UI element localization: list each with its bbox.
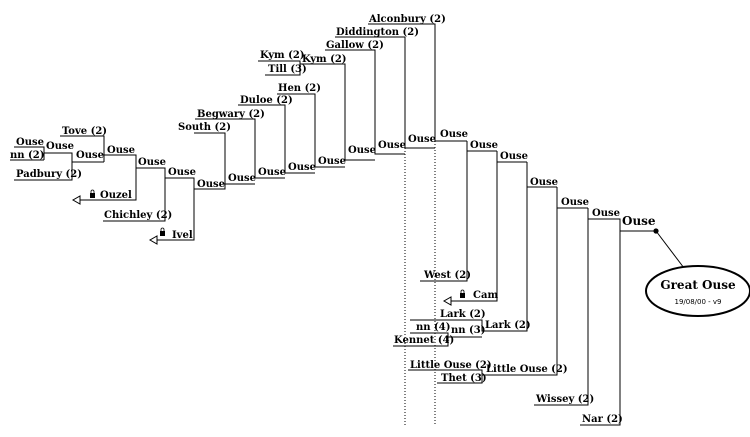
label-ouse-6: Ouse: [197, 179, 225, 190]
junction-dot-icon: [653, 228, 659, 234]
label-ouse-3: Ouse: [107, 145, 135, 156]
line-ouse-leaf: [14, 146, 45, 160]
line-ouse-1: [44, 152, 73, 165]
ivel-lock-icon: [160, 227, 165, 236]
line-cam: [470, 162, 498, 302]
label-south: South (2): [178, 122, 231, 133]
dotted-lines: [404, 141, 436, 425]
label-duloe: Duloe (2): [240, 95, 293, 106]
label-little-ouse-b: Little Ouse (2): [486, 364, 568, 375]
line-nar: [580, 231, 621, 426]
label-ouse-19: Ouse: [592, 208, 620, 219]
line-duloe: [238, 104, 315, 174]
line-padbury: [14, 161, 104, 181]
line-ouse-5: [194, 184, 226, 190]
label-thet: Thet (3): [441, 373, 487, 384]
label-padbury: Padbury (2): [16, 169, 82, 180]
line-nn4: [410, 332, 482, 338]
label-ouse-leaf: Ouse: [16, 137, 44, 148]
label-begwary: Begwary (2): [197, 109, 265, 120]
label-diddington: Diddington (2): [336, 27, 419, 38]
label-ouse-2: Ouse: [76, 150, 104, 161]
legend-title: Great Ouse: [660, 278, 736, 292]
label-tove: Tove (2): [62, 126, 107, 137]
label-nar: Nar (2): [582, 414, 623, 425]
ivel-arrow-icon: [148, 235, 158, 245]
label-ouse-17: Ouse: [530, 177, 558, 188]
line-ouse-2: [104, 154, 137, 168]
line-west: [420, 151, 468, 282]
label-alconbury: Alconbury (2): [368, 14, 446, 25]
label-kym-b: Kym (2): [302, 54, 347, 65]
lock-icons: [90, 189, 465, 298]
line-thet: [437, 375, 483, 384]
line-begwary: [195, 118, 285, 179]
ouzel-lock-icon: [90, 189, 95, 198]
line-wissey: [534, 219, 589, 406]
label-ouse-7: Ouse: [228, 173, 256, 184]
line-ivel: [157, 189, 195, 241]
line-alconbury: [368, 23, 467, 142]
label-ouse-16: Ouse: [500, 151, 528, 162]
label-nn2: nn (2): [10, 150, 44, 161]
label-ouse-4: Ouse: [138, 157, 166, 168]
label-ouse-1: Ouse: [46, 141, 74, 152]
line-till-kym: [265, 63, 375, 161]
label-till: Till (3): [268, 64, 307, 75]
arrows: [71, 168, 470, 306]
labels: Ouse nn (2) Ouse Tove (2) Ouse Padbury (…: [10, 14, 656, 425]
line-ouse-main-5: [587, 208, 656, 232]
line-chichley: [103, 178, 166, 222]
line-gallow: [325, 49, 405, 155]
label-lark-b: Lark (2): [485, 320, 531, 331]
line-lark: [410, 187, 528, 332]
line-ouse-4: [165, 177, 195, 189]
label-nn4: nn (4): [416, 322, 450, 333]
label-ouzel: Ouzel: [100, 190, 132, 201]
cam-arrow-icon: [442, 296, 452, 306]
label-ouse-9: Ouse: [288, 162, 316, 173]
line-to-legend: [655, 230, 685, 269]
label-ouse-18: Ouse: [561, 197, 589, 208]
legend-version: 19/08/00 - v9: [674, 298, 721, 306]
label-ouse-11: Ouse: [348, 145, 376, 156]
line-south: [194, 132, 255, 185]
label-gallow: Gallow (2): [326, 40, 384, 51]
label-hen: Hen (2): [278, 83, 321, 94]
line-hen: [277, 93, 345, 168]
label-ouse-15: Ouse: [470, 140, 498, 151]
label-little-ouse-a: Little Ouse (2): [410, 360, 492, 371]
label-kym-a: Kym (2): [260, 50, 305, 61]
line-diddington: [335, 36, 435, 149]
label-ouse-12: Ouse: [378, 140, 406, 151]
label-ouse-14: Ouse: [440, 129, 468, 140]
cam-lock-icon: [460, 289, 465, 298]
label-ouse-13: Ouse: [408, 134, 436, 145]
line-kennet: [393, 337, 449, 347]
label-kennet: Kennet (4): [394, 335, 454, 346]
connector-lines: [10, 23, 685, 426]
label-lark-a: Lark (2): [440, 309, 486, 320]
label-ouse-10: Ouse: [318, 156, 346, 167]
label-wissey: Wissey (2): [535, 394, 594, 405]
ouzel-arrow-icon: [71, 195, 81, 205]
label-west: West (2): [423, 270, 471, 281]
label-ivel: Ivel: [172, 230, 193, 241]
line-ouzel: [80, 168, 137, 201]
label-cam: Cam: [473, 290, 498, 301]
label-ouse-root: Ouse: [622, 214, 656, 228]
label-ouse-8: Ouse: [258, 167, 286, 178]
line-tove: [60, 135, 105, 162]
legend-ellipse: [645, 265, 750, 317]
label-nn3: nn (3): [451, 325, 485, 336]
line-ouse-3: [136, 167, 166, 178]
label-ouse-5: Ouse: [168, 167, 196, 178]
label-chichley: Chichley (2): [104, 210, 172, 221]
